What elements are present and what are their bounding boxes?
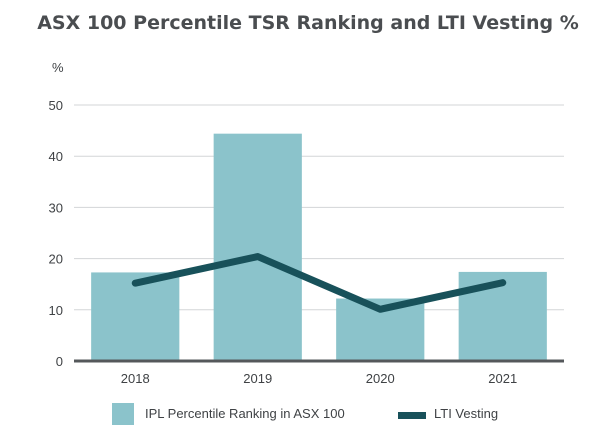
y-tick-label: 40: [49, 149, 63, 164]
y-tick-label: 50: [49, 98, 63, 113]
chart-title: ASX 100 Percentile TSR Ranking and LTI V…: [37, 12, 579, 34]
bar-series: [91, 133, 547, 361]
x-axis-ticks: 2018 2019 2020 2021: [121, 371, 517, 386]
x-tick-label: 2019: [243, 371, 272, 386]
legend-swatch-line: [398, 412, 426, 419]
y-axis-ticks: 0 10 20 30 40 50: [49, 98, 63, 369]
x-tick-label: 2021: [488, 371, 517, 386]
bar-2019: [213, 133, 302, 361]
y-tick-label: 20: [49, 252, 63, 267]
legend: IPL Percentile Ranking in ASX 100 LTI Ves…: [112, 403, 498, 425]
y-tick-label: 30: [49, 200, 63, 215]
x-tick-label: 2020: [366, 371, 395, 386]
y-tick-label: 10: [49, 303, 63, 318]
legend-label-bar: IPL Percentile Ranking in ASX 100: [145, 406, 345, 421]
y-axis-unit-label: %: [52, 60, 64, 75]
legend-label-line: LTI Vesting: [434, 406, 498, 421]
y-tick-label: 0: [56, 354, 63, 369]
legend-swatch-bar: [112, 403, 134, 425]
line-series: [131, 253, 507, 313]
x-tick-label: 2018: [121, 371, 150, 386]
lti-vesting-line: [131, 253, 507, 313]
bar-2018: [91, 272, 180, 361]
